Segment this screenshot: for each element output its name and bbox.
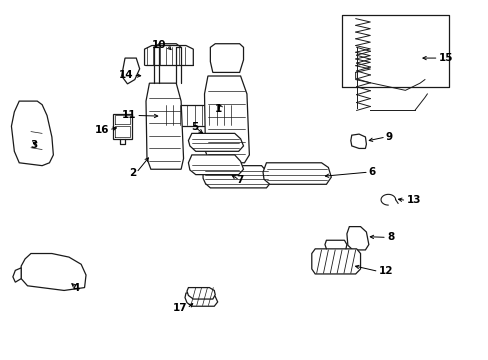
Polygon shape — [346, 226, 368, 250]
Text: 10: 10 — [152, 40, 166, 50]
Polygon shape — [184, 293, 217, 306]
Polygon shape — [11, 101, 53, 166]
Text: 11: 11 — [122, 111, 136, 121]
Text: 3: 3 — [30, 140, 37, 150]
Text: 15: 15 — [438, 53, 452, 63]
Text: 9: 9 — [385, 132, 392, 142]
Polygon shape — [113, 114, 132, 139]
Polygon shape — [13, 268, 21, 282]
Polygon shape — [188, 155, 243, 175]
Text: 1: 1 — [214, 104, 221, 114]
Text: 4: 4 — [72, 283, 80, 293]
Polygon shape — [122, 58, 140, 84]
Text: 13: 13 — [406, 195, 420, 206]
Polygon shape — [146, 83, 183, 169]
Polygon shape — [263, 163, 330, 184]
Polygon shape — [21, 253, 86, 291]
Polygon shape — [204, 76, 249, 163]
Polygon shape — [161, 105, 239, 126]
Polygon shape — [188, 134, 243, 151]
Polygon shape — [210, 44, 243, 72]
Text: 5: 5 — [191, 122, 198, 132]
Polygon shape — [186, 288, 215, 299]
Text: 8: 8 — [386, 232, 393, 242]
Polygon shape — [311, 249, 360, 274]
Polygon shape — [203, 166, 271, 188]
Text: 14: 14 — [119, 70, 133, 80]
Polygon shape — [350, 134, 366, 148]
Text: 2: 2 — [129, 168, 136, 178]
Text: 17: 17 — [172, 303, 186, 314]
Text: 6: 6 — [368, 167, 375, 177]
Text: 16: 16 — [94, 125, 109, 135]
Text: 7: 7 — [235, 175, 243, 185]
Text: 12: 12 — [378, 266, 392, 276]
